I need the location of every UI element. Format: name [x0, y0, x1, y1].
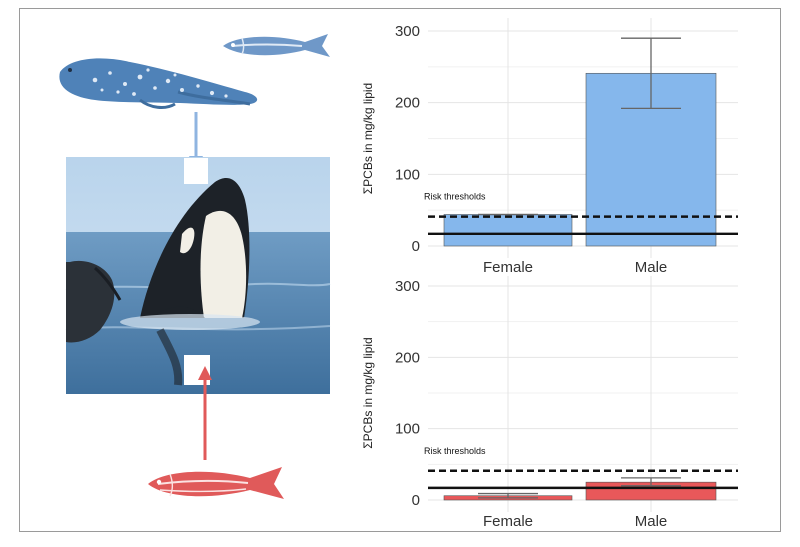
food-web-illustration	[59, 34, 331, 499]
threshold-label: Risk thresholds	[424, 446, 486, 456]
seal-icon	[59, 58, 258, 109]
arrow-prey-to-orca-bottom	[198, 366, 212, 460]
error-bar-female	[478, 492, 538, 499]
orca-photo	[65, 157, 331, 394]
y-tick-label: 0	[412, 238, 420, 255]
y-tick-label: 200	[395, 349, 420, 366]
x-tick-label-male: Male	[635, 513, 668, 530]
chart-panel-1: 0 100 200 300 ΣPCBs in mg/kg lipid Risk thres…	[361, 18, 738, 276]
error-bar-male	[621, 37, 681, 110]
y-tick-label: 300	[395, 278, 420, 295]
x-tick-label-male: Male	[635, 259, 668, 276]
herring-icon	[148, 467, 284, 499]
herring-icon	[223, 34, 330, 57]
y-tick-label: 0	[412, 492, 420, 509]
y-tick-label: 100	[395, 166, 420, 183]
x-tick-label-female: Female	[483, 259, 533, 276]
chart-panel-2: 0 100 200 300 ΣPCBs in mg/kg lipid Risk thres…	[361, 276, 738, 530]
chart-panels: 0 100 200 300 ΣPCBs in mg/kg lipid Risk thres…	[361, 18, 738, 530]
x-tick-label-female: Female	[483, 513, 533, 530]
y-tick-label: 300	[395, 23, 420, 40]
y-axis-label: ΣPCBs in mg/kg lipid	[361, 83, 375, 194]
y-axis-label: ΣPCBs in mg/kg lipid	[361, 337, 375, 448]
error-bar-male	[621, 477, 681, 487]
plot-area	[428, 276, 738, 512]
y-tick-label: 100	[395, 421, 420, 438]
bar-female	[443, 214, 573, 247]
y-tick-label: 200	[395, 95, 420, 112]
threshold-label: Risk thresholds	[424, 192, 486, 202]
figure-border	[19, 8, 781, 532]
